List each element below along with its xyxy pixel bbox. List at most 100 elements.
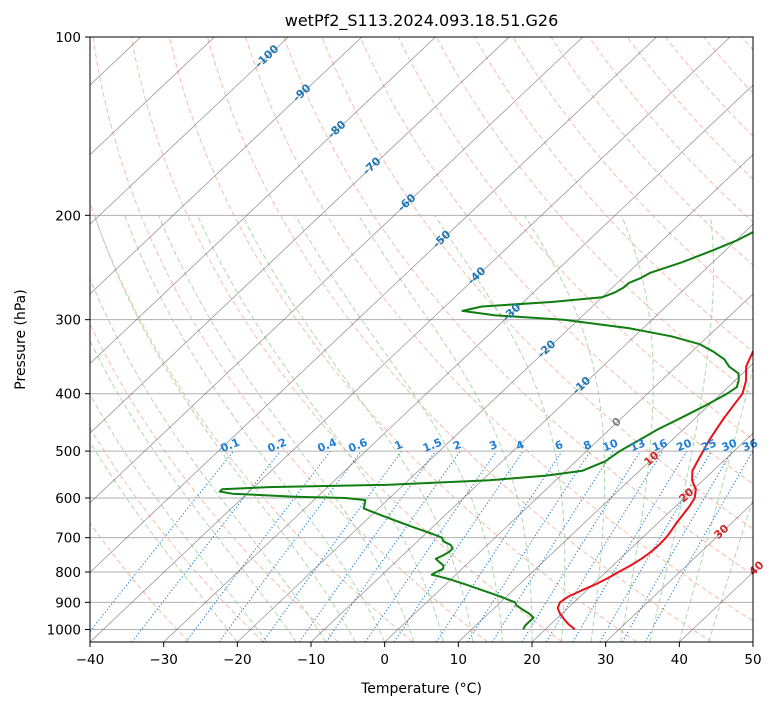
mixing-ratio-label: 0.1 — [219, 436, 242, 455]
mixing-ratio-line — [325, 450, 461, 642]
mixing-ratio-line — [298, 450, 437, 642]
dry-adiabat — [90, 322, 339, 642]
isotherm — [310, 223, 753, 642]
dry-adiabat — [168, 37, 638, 642]
moist-adiabat — [619, 215, 654, 642]
mixing-ratio-line — [545, 450, 664, 642]
y-axis-label: Pressure (hPa) — [13, 289, 29, 389]
mixing-ratio-label: 30 — [720, 436, 739, 454]
isotherm — [163, 84, 753, 642]
chart-title: wetPf2_S113.2024.093.18.51.G26 — [285, 11, 559, 31]
moist-adiabat — [158, 215, 415, 642]
mixing-ratio-line — [185, 450, 331, 642]
x-tick-label: 20 — [523, 652, 540, 668]
dewpoint-profile — [218, 230, 753, 630]
dry-adiabat — [321, 37, 753, 530]
x-tick-label: −10 — [297, 652, 326, 668]
y-tick-label: 600 — [55, 491, 81, 507]
dry-adiabat — [703, 37, 753, 94]
moist-adiabat — [90, 277, 327, 642]
dry-adiabat — [474, 37, 753, 353]
dry-adiabat — [741, 37, 753, 51]
mixing-ratio-line — [644, 450, 753, 642]
isotherm — [458, 362, 753, 642]
dry-adiabat — [550, 37, 753, 266]
moist-adiabat — [358, 215, 533, 642]
x-tick-label: 0 — [380, 652, 389, 668]
isotherm — [237, 154, 753, 642]
dry-adiabat — [626, 37, 753, 180]
isotherm — [0, 37, 67, 642]
temperature-profile — [556, 349, 753, 631]
x-tick-label: 30 — [597, 652, 614, 668]
mixing-ratio-label: 1.5 — [421, 436, 444, 455]
isotherm — [90, 37, 436, 365]
x-axis-label: Temperature (°C) — [360, 681, 482, 697]
x-tick-label: 50 — [744, 652, 761, 668]
mixing-ratio-label: 8 — [582, 438, 594, 453]
mixing-ratio-label: 20 — [675, 436, 694, 454]
dry-adiabat — [92, 37, 488, 642]
mixing-ratio-line — [364, 450, 497, 642]
y-tick-label: 500 — [55, 444, 81, 460]
mixing-ratio-line — [467, 450, 591, 642]
background-grid — [0, 37, 753, 642]
mixing-ratio-line — [218, 450, 362, 642]
isotherm-label: -100 — [252, 42, 281, 71]
y-tick-label: 1000 — [47, 622, 81, 638]
x-tick-label: −20 — [223, 652, 252, 668]
dry-adiabat — [90, 427, 264, 642]
mixing-ratio-label: 36 — [741, 436, 760, 454]
dry-adiabat — [207, 37, 712, 642]
isotherm — [90, 37, 510, 434]
y-tick-label: 900 — [55, 595, 81, 611]
x-tick-label: −30 — [149, 652, 178, 668]
y-tick-label: 700 — [55, 531, 81, 547]
mixing-ratio-label: 1 — [393, 438, 405, 453]
axis-ticks: −40 −30 −20 −10 0 10 20 30 40 50 100 200 300 400 500 60… — [47, 30, 762, 668]
mixing-ratio-label: 13 — [628, 437, 647, 455]
isotherm — [90, 37, 215, 156]
mixing-ratio-label: 10 — [601, 436, 620, 454]
dry-adiabat — [90, 200, 414, 642]
y-tick-label: 800 — [55, 565, 81, 581]
isotherm — [90, 37, 657, 573]
mixing-ratio-line — [572, 450, 688, 642]
dry-adiabat — [245, 37, 753, 622]
y-tick-label: 200 — [55, 208, 81, 224]
isotherm — [531, 432, 753, 642]
moist-adiabat — [241, 215, 474, 642]
isotherm — [90, 37, 584, 504]
mixing-ratio-line — [90, 450, 234, 633]
isotherm — [90, 37, 363, 295]
mixing-ratio-line — [435, 450, 563, 642]
y-tick-label: 100 — [55, 30, 81, 46]
moist-adiabat — [294, 215, 503, 642]
mixing-ratio-label: 16 — [650, 436, 669, 454]
mixing-ratio-line — [491, 450, 614, 642]
moist-adiabat — [196, 215, 445, 642]
moist-adiabat — [649, 215, 714, 642]
mixing-ratio-line — [131, 450, 281, 642]
moist-adiabat — [434, 215, 566, 642]
isotherm — [90, 37, 731, 642]
moist-adiabat — [523, 215, 606, 642]
moist-adiabat — [90, 393, 268, 642]
isotherm — [679, 571, 753, 642]
dry-adiabat — [130, 37, 563, 642]
plot-frame — [89, 36, 754, 643]
mixing-ratio-label: 2 — [451, 438, 463, 453]
mixing-ratio-label: 25 — [699, 437, 718, 455]
y-tick-label: 400 — [55, 387, 81, 403]
dry-adiabat — [359, 37, 753, 485]
mixing-ratio-line — [521, 450, 642, 642]
mixing-ratio-label: 3 — [487, 438, 499, 453]
mixing-ratio-line — [599, 450, 713, 642]
x-tick-label: 40 — [671, 652, 688, 668]
isotherm — [384, 293, 753, 642]
x-tick-label: 10 — [450, 652, 467, 668]
mixing-ratio-label: 0.2 — [266, 436, 289, 455]
isotherm — [90, 37, 289, 225]
dry-adiabat — [283, 37, 753, 576]
